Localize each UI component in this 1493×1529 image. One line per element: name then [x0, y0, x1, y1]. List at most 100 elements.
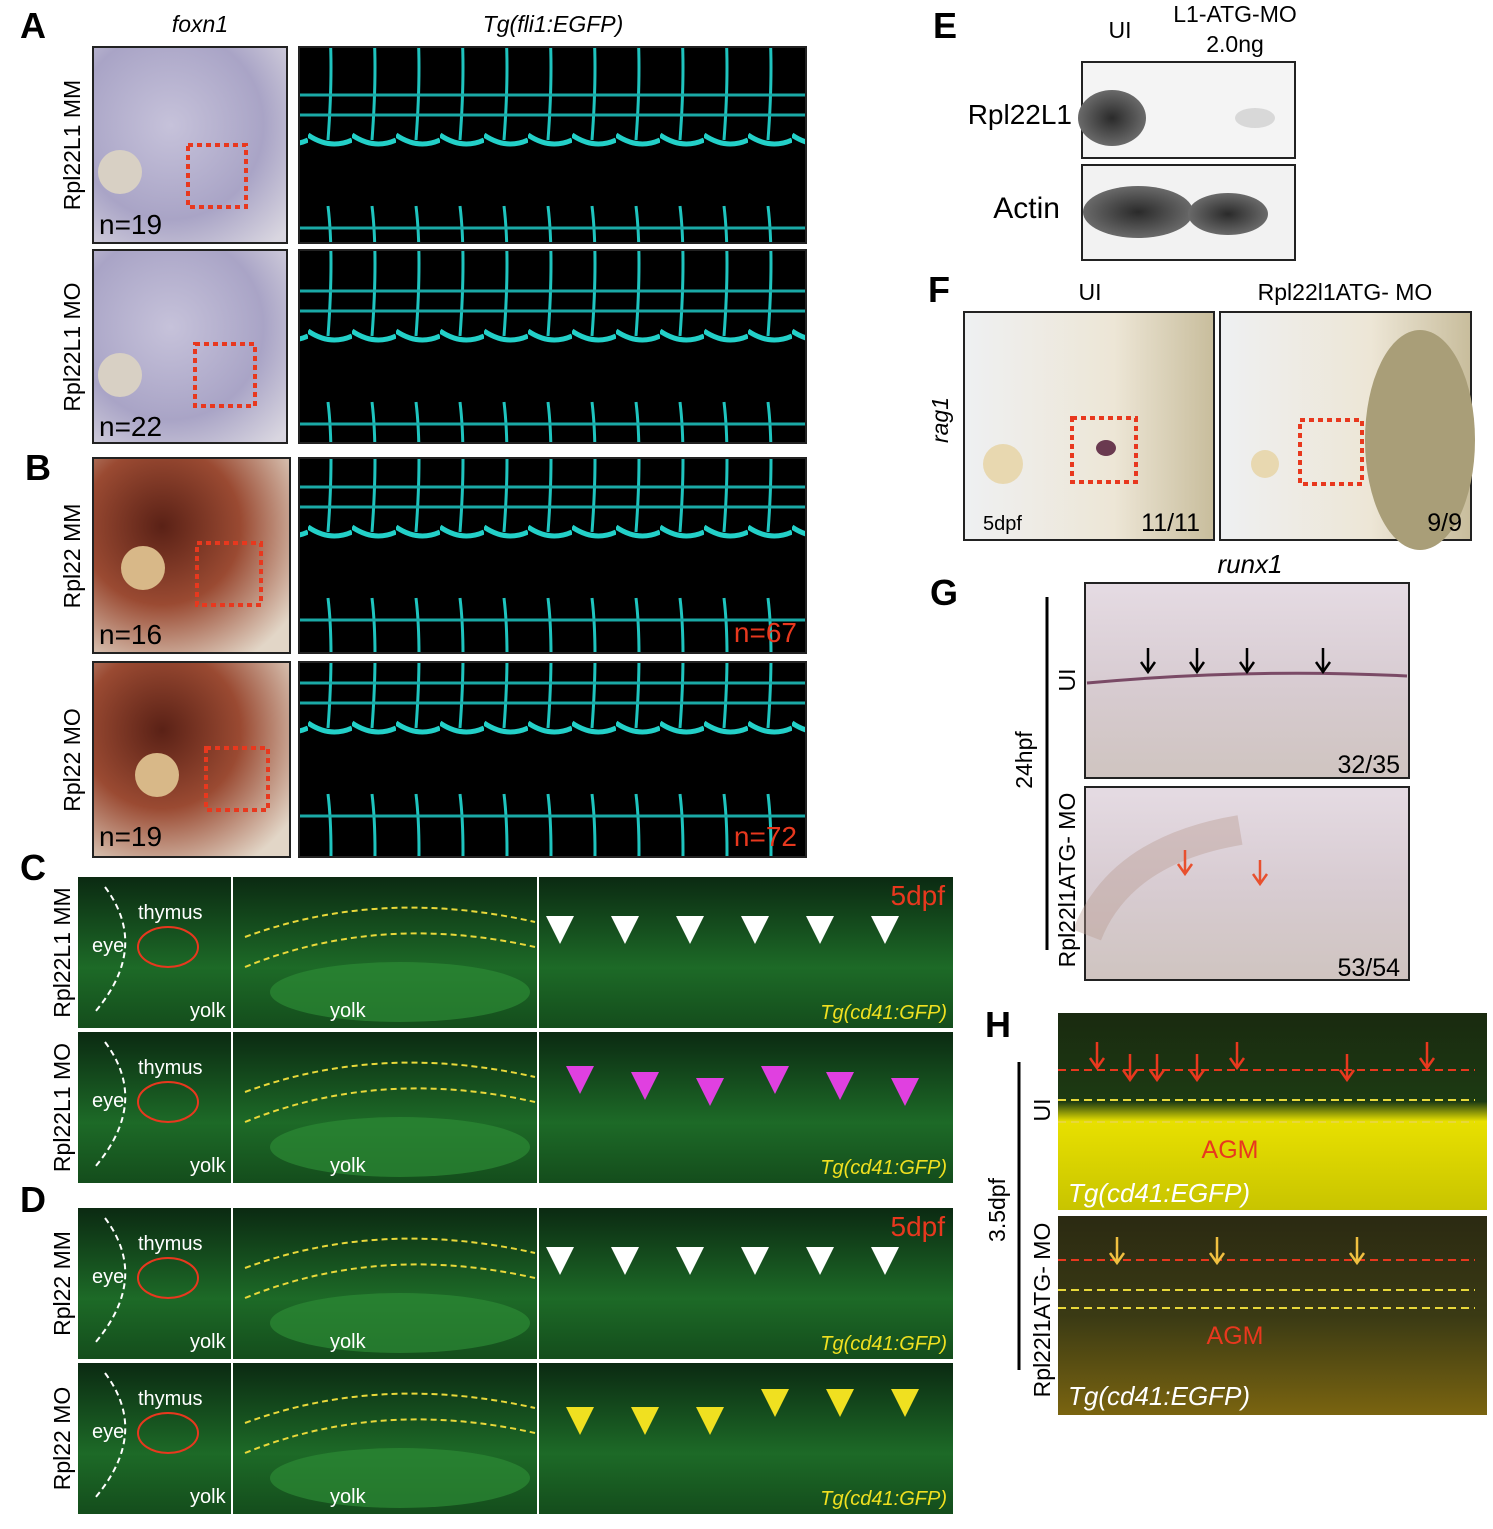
row-label: Rpl22 MM — [49, 1231, 75, 1336]
image — [92, 661, 291, 858]
region-label: AGM — [1207, 1322, 1264, 1350]
yolk — [270, 1293, 530, 1353]
yolk-label: yolk — [330, 1000, 367, 1022]
transgene-label: Tg(cd41:EGFP) — [1068, 1381, 1250, 1411]
row-label: UI — [1054, 669, 1080, 692]
lane-label: UI — [1109, 17, 1132, 43]
n-label: n=72 — [734, 821, 797, 852]
column-title: foxn1 — [172, 11, 228, 37]
transgene-label: Tg(cd41:GFP) — [820, 1002, 947, 1024]
image — [1058, 1013, 1487, 1210]
outline — [1058, 1099, 1475, 1309]
yolk-edge — [1073, 815, 1243, 941]
yolk-label: yolk — [190, 1331, 227, 1353]
stage-label: 24hpf — [1011, 731, 1037, 789]
eye — [1251, 450, 1279, 478]
panel-label: A — [20, 5, 46, 46]
stage-label: 5dpf — [891, 880, 946, 911]
row-label: Rpl22L1 MO — [49, 1043, 75, 1172]
image — [539, 877, 953, 1028]
yolk-label: yolk — [190, 1000, 227, 1022]
row-label: Rpl22 MO — [49, 1387, 75, 1491]
thymus-label: thymus — [138, 1388, 202, 1410]
image — [963, 311, 1215, 541]
transgene-label: Tg(cd41:GFP) — [820, 1333, 947, 1355]
eye-label: eye — [92, 1090, 124, 1112]
trunk-outline — [244, 1392, 536, 1454]
image — [92, 457, 291, 654]
row-label: Rpl22 MO — [59, 708, 85, 812]
image — [539, 1363, 953, 1514]
stage-label: 5dpf — [891, 1211, 946, 1242]
eye-outline — [94, 1372, 127, 1499]
lane-label: L1-ATG-MO — [1173, 1, 1297, 27]
column-title: Rpl22l1ATG- MO — [1258, 279, 1433, 305]
panel-label: H — [985, 1004, 1011, 1045]
trunk-outline — [244, 1061, 536, 1123]
count-label: 9/9 — [1427, 509, 1462, 537]
lane-label: 2.0ng — [1206, 31, 1264, 57]
roi-box — [186, 143, 248, 209]
image — [298, 249, 807, 444]
eye-outline — [94, 1041, 127, 1168]
roi-box — [195, 541, 263, 607]
image — [539, 1208, 953, 1359]
row-label: Rpl22L1 MM — [59, 80, 85, 210]
row-label: Rpl22l1ATG- MO — [1054, 793, 1080, 968]
yolk — [270, 1117, 530, 1177]
image — [1084, 786, 1410, 981]
eye — [98, 353, 142, 397]
roi-box — [193, 342, 257, 408]
band — [1078, 90, 1146, 146]
image — [298, 457, 807, 654]
thymus-outline — [137, 1412, 199, 1454]
transgene-label: Tg(cd41:EGFP) — [1068, 1178, 1250, 1208]
roi-box — [1070, 416, 1138, 484]
eye — [983, 444, 1023, 484]
image — [539, 1032, 953, 1183]
yolk-label: yolk — [190, 1486, 227, 1508]
image — [298, 661, 807, 858]
yolk — [270, 1448, 530, 1508]
eye-outline — [94, 886, 127, 1013]
band-label: Actin — [993, 192, 1060, 225]
row-label: Rpl22L1 MO — [59, 282, 85, 411]
trunk-outline — [244, 1237, 536, 1299]
thymus-label: thymus — [138, 1233, 202, 1255]
yolk-label: yolk — [330, 1486, 367, 1508]
row-label: Rpl22L1 MM — [49, 887, 75, 1017]
panel-label: F — [928, 269, 950, 310]
roi-box — [204, 746, 270, 812]
eye — [135, 753, 179, 797]
band — [1188, 193, 1268, 235]
arrows — [1139, 648, 1332, 675]
region-label: AGM — [1202, 1136, 1259, 1164]
column-title: Tg(fli1:EGFP) — [483, 11, 624, 37]
yolk — [270, 962, 530, 1022]
yolk-label: yolk — [190, 1155, 227, 1177]
thymus-label: thymus — [138, 1057, 202, 1079]
eye — [121, 546, 165, 590]
n-label: n=22 — [99, 411, 162, 442]
image — [92, 249, 288, 444]
n-label: n=19 — [99, 821, 162, 852]
count-label: 11/11 — [1141, 509, 1200, 537]
trunk-outline — [244, 906, 536, 968]
roi-box — [1298, 418, 1364, 486]
stage-label: 5dpf — [983, 513, 1022, 535]
column-title: UI — [1079, 279, 1102, 305]
arrows — [1108, 1237, 1366, 1266]
stage-label: 3.5dpf — [984, 1177, 1010, 1242]
yolk — [1365, 330, 1475, 550]
count-label: 53/54 — [1337, 954, 1400, 982]
panel-label: B — [25, 447, 51, 488]
image — [298, 46, 807, 244]
yolk-label: yolk — [330, 1331, 367, 1353]
row-label: Rpl22l1ATG- MO — [1029, 1223, 1055, 1398]
panel-label: C — [20, 847, 46, 888]
probe-label: rag1 — [927, 397, 953, 443]
panel-label: D — [20, 1179, 46, 1220]
vessel — [1086, 671, 1408, 685]
